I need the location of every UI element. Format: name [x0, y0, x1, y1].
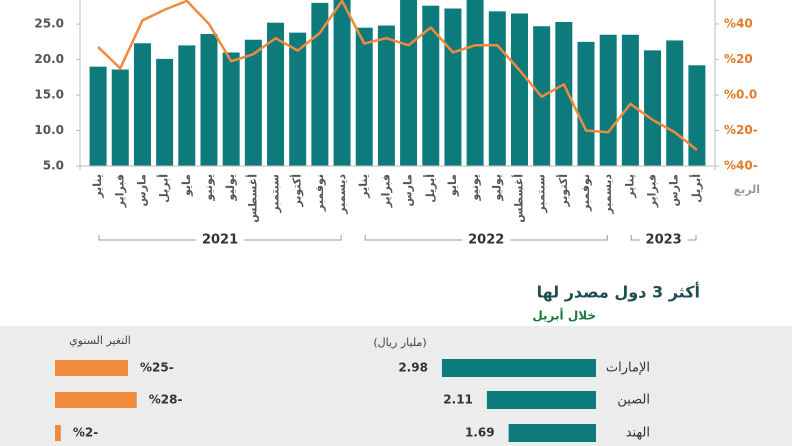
- bar: [222, 52, 240, 166]
- x-tick-label: أغسطس: [511, 174, 525, 223]
- bar: [666, 40, 684, 166]
- bar: [555, 21, 573, 166]
- panel: [0, 326, 792, 446]
- x-tick-label: يناير: [623, 174, 636, 199]
- bar: [333, 0, 351, 166]
- x-tick-label: أبريل: [423, 174, 437, 203]
- bar: [400, 0, 418, 166]
- x-tick-label: ديسمبر: [601, 174, 614, 215]
- year-label: 2021: [202, 233, 238, 248]
- change-bar: [55, 392, 137, 408]
- x-tick-label: أكتوبر: [556, 174, 570, 208]
- section-subtitle: خلال أبريل: [532, 308, 596, 323]
- bar: [577, 41, 595, 166]
- y2-tick-label: %40-: [724, 159, 758, 173]
- bar: [355, 27, 373, 166]
- x-tick-label: فبراير: [379, 174, 392, 208]
- bar: [508, 424, 596, 442]
- country-label: الإمارات: [606, 361, 650, 376]
- value-label: 1.69: [465, 426, 495, 440]
- bar: [422, 5, 440, 166]
- x-tick-label: أكتوبر: [290, 174, 304, 208]
- change-bar: [55, 360, 128, 376]
- x-tick-label: سبتمبر: [269, 174, 282, 214]
- x-tick-label: مارس: [668, 174, 681, 206]
- bar: [486, 391, 596, 409]
- x-tick-label: نوفمبر: [313, 174, 326, 212]
- bar: [466, 0, 484, 166]
- x-tick-label: سبتمبر: [535, 174, 548, 214]
- y-tick-label: 15.0: [34, 88, 64, 102]
- change-label: %2-: [73, 426, 98, 440]
- country-label: الصين: [617, 393, 650, 408]
- y-tick-label: 5.0: [43, 159, 64, 173]
- line: [97, 0, 698, 151]
- y2-tick-label: %40: [724, 16, 753, 30]
- x-tick-label: يناير: [91, 174, 104, 199]
- x-tick-label: أبريل: [689, 174, 703, 203]
- y-tick-label: 20.0: [34, 52, 64, 66]
- value-label: 2.98: [398, 361, 428, 375]
- x-tick-label: يونيو: [468, 174, 481, 202]
- change-label: %25-: [140, 361, 174, 375]
- year-label: 2023: [646, 233, 682, 248]
- bar: [200, 34, 218, 166]
- x-tick-label: أغسطس: [245, 174, 259, 223]
- x-tick-label: فبراير: [646, 174, 659, 208]
- x-tick-label: مارس: [402, 174, 415, 206]
- x-tick-label: مارس: [135, 174, 148, 206]
- section-title: أكثر 3 دول مصدر لها: [537, 282, 700, 302]
- bar: [89, 66, 107, 166]
- x-tick-label: ديسمبر: [335, 174, 348, 215]
- x-tick-label: يوليو: [224, 174, 237, 202]
- plot: [89, 0, 706, 167]
- x-tick-label: فبراير: [113, 174, 126, 208]
- bar: [599, 34, 617, 167]
- x-tick-label: يونيو: [202, 174, 215, 202]
- x-tick-label: يوليو: [490, 174, 503, 202]
- column-header: التغير السنوي: [69, 334, 131, 347]
- year-bg: [639, 231, 688, 249]
- bar: [111, 69, 129, 166]
- y2-tick-label: %20: [724, 52, 753, 66]
- bar: [178, 45, 196, 166]
- y2-tick-label: %0.0: [724, 87, 757, 101]
- bar: [311, 2, 329, 167]
- x-tick-label: مايو: [180, 174, 193, 197]
- bar: [621, 34, 639, 167]
- bar: [377, 25, 395, 166]
- x-axis-label: الربع: [734, 183, 760, 196]
- bar: [441, 359, 596, 377]
- change-bar: [55, 425, 61, 441]
- x-tick-label: مايو: [446, 174, 459, 197]
- year-bg: [462, 231, 511, 249]
- x-tick-label: أبريل: [157, 174, 171, 203]
- x-tick-label: نوفمبر: [579, 174, 592, 212]
- bar: [267, 22, 285, 167]
- bar: [510, 13, 528, 166]
- y2-tick-label: %20-: [724, 123, 758, 137]
- change-label: %28-: [149, 393, 183, 407]
- bar: [133, 43, 151, 167]
- year-label: 2022: [468, 233, 504, 248]
- column-header: (مليار ريال): [373, 336, 426, 349]
- y-tick-label: 10.0: [34, 123, 64, 137]
- bar: [156, 58, 174, 166]
- value-label: 2.11: [443, 393, 473, 407]
- x-tick-label: يناير: [357, 174, 370, 199]
- bar: [644, 50, 662, 166]
- year-bg: [196, 231, 245, 249]
- bar: [688, 65, 706, 166]
- bar: [289, 32, 307, 166]
- country-label: الهند: [626, 426, 650, 441]
- bar: [244, 39, 262, 166]
- bar: [488, 11, 506, 166]
- y-tick-label: 25.0: [34, 17, 64, 31]
- bar: [444, 8, 462, 167]
